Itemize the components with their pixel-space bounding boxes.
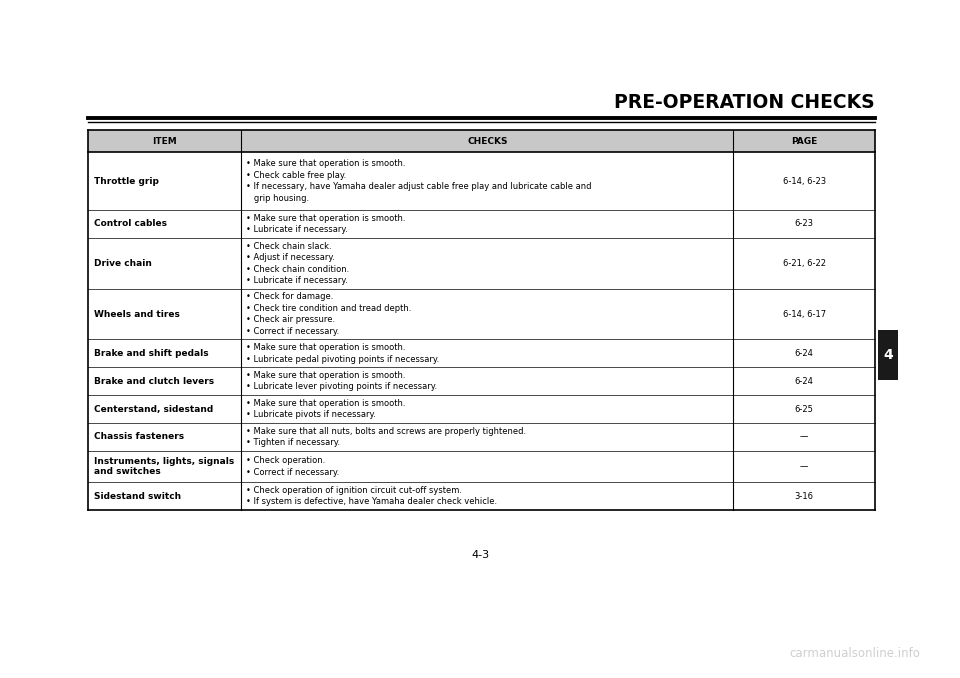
Text: 6-21, 6-22: 6-21, 6-22 bbox=[782, 259, 826, 268]
Text: grip housing.: grip housing. bbox=[247, 194, 309, 203]
Text: PAGE: PAGE bbox=[791, 136, 817, 146]
Text: • Make sure that operation is smooth.: • Make sure that operation is smooth. bbox=[247, 399, 406, 407]
Text: • Make sure that operation is smooth.: • Make sure that operation is smooth. bbox=[247, 371, 406, 380]
Text: • Lubricate pedal pivoting points if necessary.: • Lubricate pedal pivoting points if nec… bbox=[247, 355, 440, 363]
Text: • Check operation.: • Check operation. bbox=[247, 456, 325, 465]
Text: • Lubricate if necessary.: • Lubricate if necessary. bbox=[247, 225, 348, 234]
Text: Brake and shift pedals: Brake and shift pedals bbox=[94, 349, 208, 358]
Text: • Lubricate lever pivoting points if necessary.: • Lubricate lever pivoting points if nec… bbox=[247, 382, 438, 391]
Text: PRE-OPERATION CHECKS: PRE-OPERATION CHECKS bbox=[614, 93, 875, 112]
Text: Wheels and tires: Wheels and tires bbox=[94, 310, 180, 319]
Text: • Check operation of ignition circuit cut-off system.: • Check operation of ignition circuit cu… bbox=[247, 486, 463, 495]
Bar bbox=[88, 130, 875, 152]
Text: • Correct if necessary.: • Correct if necessary. bbox=[247, 327, 340, 336]
Text: 6-14, 6-23: 6-14, 6-23 bbox=[782, 176, 826, 186]
Text: 6-14, 6-17: 6-14, 6-17 bbox=[782, 310, 826, 319]
Text: • Check for damage.: • Check for damage. bbox=[247, 292, 334, 301]
Text: 6-23: 6-23 bbox=[795, 220, 814, 228]
Text: Drive chain: Drive chain bbox=[94, 259, 152, 268]
Text: • Adjust if necessary.: • Adjust if necessary. bbox=[247, 253, 335, 262]
Text: • Make sure that operation is smooth.: • Make sure that operation is smooth. bbox=[247, 159, 406, 168]
Text: ITEM: ITEM bbox=[153, 136, 177, 146]
Text: CHECKS: CHECKS bbox=[468, 136, 508, 146]
Text: Sidestand switch: Sidestand switch bbox=[94, 492, 181, 500]
Text: Chassis fasteners: Chassis fasteners bbox=[94, 433, 184, 441]
Text: • Tighten if necessary.: • Tighten if necessary. bbox=[247, 438, 341, 447]
Text: —: — bbox=[800, 433, 808, 441]
Text: 4-3: 4-3 bbox=[471, 550, 489, 560]
Text: 4: 4 bbox=[883, 348, 893, 362]
Text: • If system is defective, have Yamaha dealer check vehicle.: • If system is defective, have Yamaha de… bbox=[247, 498, 497, 506]
Bar bbox=[878, 330, 898, 380]
Text: 6-24: 6-24 bbox=[795, 349, 814, 358]
Text: • If necessary, have Yamaha dealer adjust cable free play and lubricate cable an: • If necessary, have Yamaha dealer adjus… bbox=[247, 182, 592, 191]
Text: • Check chain condition.: • Check chain condition. bbox=[247, 264, 349, 273]
Text: Centerstand, sidestand: Centerstand, sidestand bbox=[94, 405, 213, 414]
Text: Instruments, lights, signals
and switches: Instruments, lights, signals and switche… bbox=[94, 457, 234, 476]
Text: Brake and clutch levers: Brake and clutch levers bbox=[94, 377, 214, 386]
Text: • Lubricate if necessary.: • Lubricate if necessary. bbox=[247, 276, 348, 285]
Text: • Make sure that all nuts, bolts and screws are properly tightened.: • Make sure that all nuts, bolts and scr… bbox=[247, 426, 527, 435]
Text: • Make sure that operation is smooth.: • Make sure that operation is smooth. bbox=[247, 343, 406, 352]
Text: Control cables: Control cables bbox=[94, 220, 167, 228]
Text: • Check cable free play.: • Check cable free play. bbox=[247, 171, 347, 180]
Text: 6-25: 6-25 bbox=[795, 405, 814, 414]
Text: • Check tire condition and tread depth.: • Check tire condition and tread depth. bbox=[247, 304, 412, 313]
Text: • Correct if necessary.: • Correct if necessary. bbox=[247, 468, 340, 477]
Text: Throttle grip: Throttle grip bbox=[94, 176, 158, 186]
Text: —: — bbox=[800, 462, 808, 471]
Text: • Lubricate pivots if necessary.: • Lubricate pivots if necessary. bbox=[247, 410, 376, 419]
Text: carmanualsonline.info: carmanualsonline.info bbox=[789, 647, 920, 660]
Text: • Check air pressure.: • Check air pressure. bbox=[247, 315, 336, 324]
Text: 3-16: 3-16 bbox=[795, 492, 814, 500]
Text: • Make sure that operation is smooth.: • Make sure that operation is smooth. bbox=[247, 214, 406, 222]
Text: 6-24: 6-24 bbox=[795, 377, 814, 386]
Text: • Check chain slack.: • Check chain slack. bbox=[247, 241, 332, 250]
